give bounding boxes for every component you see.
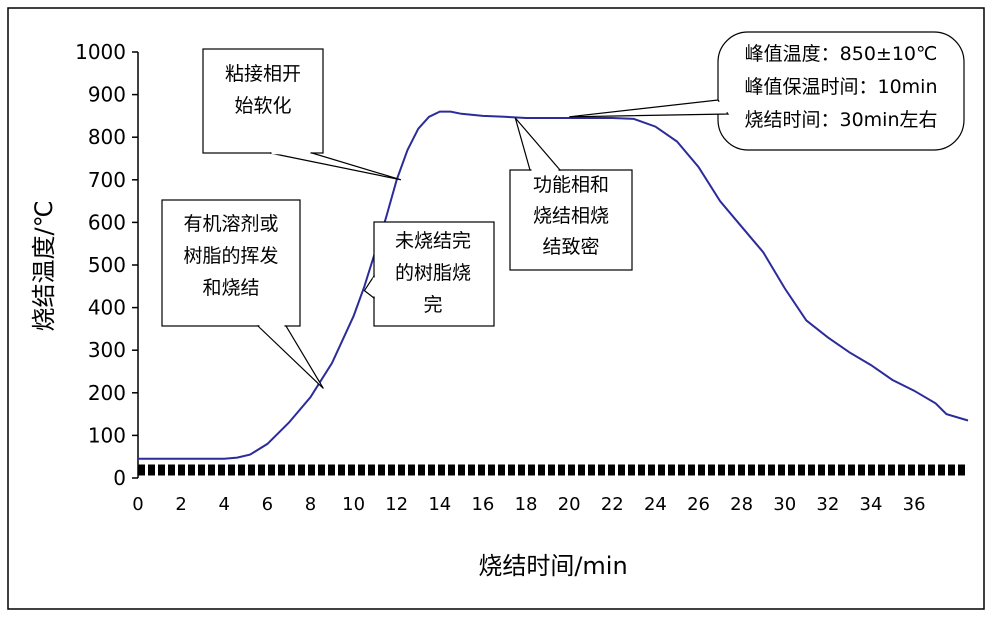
- annotation-line: 烧结时间：30min左右: [744, 109, 937, 131]
- y-tick-label: 1000: [75, 40, 126, 64]
- y-axis-title: 烧结温度/℃: [30, 200, 58, 331]
- y-tick-label: 500: [88, 253, 126, 277]
- annotation-box: [373, 221, 495, 327]
- x-tick-label: 28: [730, 494, 753, 515]
- annotation-line: 粘接相开: [225, 63, 301, 85]
- annotation-line: 始软化: [234, 95, 291, 117]
- y-tick-label: 400: [88, 296, 126, 320]
- x-tick-label: 22: [601, 494, 624, 515]
- y-tick-label: 0: [113, 466, 126, 490]
- x-tick-label: 20: [558, 494, 581, 515]
- x-axis: 0 2 4 6 8 10 12 14 16 18 20 22 24 26 28 30 32 34 36: [132, 464, 968, 515]
- x-tick-label: 30: [773, 494, 796, 515]
- x-tick-label: 24: [644, 494, 667, 515]
- x-tick-label: 12: [385, 494, 408, 515]
- annotation-box: [509, 169, 633, 271]
- annotation-line: 峰值保温时间：10min: [744, 76, 937, 98]
- annotation-box: [161, 199, 301, 327]
- x-tick-label: 16: [471, 494, 494, 515]
- x-tick-label: 10: [342, 494, 365, 515]
- x-tick-label: 4: [219, 494, 230, 515]
- x-tick-label: 6: [262, 494, 273, 515]
- y-tick-label: 200: [88, 381, 126, 405]
- annotation-line: 峰值温度：850±10℃: [745, 43, 938, 65]
- series-layer: [138, 110, 969, 460]
- annotation-line: 有机溶剂或: [183, 213, 278, 235]
- annotation-line: 树脂的挥发: [183, 245, 278, 267]
- y-tick-label: 800: [88, 125, 126, 149]
- x-axis-title: 烧结时间/min: [478, 552, 627, 580]
- x-tick-label: 14: [428, 494, 451, 515]
- y-tick-label: 600: [88, 210, 126, 234]
- x-tick-label: 2: [175, 494, 186, 515]
- annotation-line: 未烧结完: [395, 230, 471, 252]
- x-tick-label: 8: [305, 494, 316, 515]
- annotation-layer: 有机溶剂或树脂的挥发和烧结粘接相开始软化未烧结完的树脂烧完功能相和烧结相烧结致密…: [161, 31, 965, 389]
- annotation-line: 功能相和: [533, 174, 609, 196]
- y-tick-label: 900: [88, 83, 126, 107]
- annotation-seam: [718, 100, 728, 114]
- annotation-callout: 峰值温度：850±10℃ 峰值保温时间：10min 烧结时间：30min左右: [569, 31, 965, 151]
- y-tick-label: 100: [88, 423, 126, 447]
- annotation-line: 烧结相烧: [533, 205, 609, 227]
- annotation-line: 的树脂烧: [395, 262, 471, 284]
- annotation-box: [717, 31, 965, 151]
- y-axis: 0 100 200 300 400 500 600 700 800 900 1000: [75, 40, 139, 490]
- x-tick-label: 0: [132, 494, 143, 515]
- series-line: [138, 110, 969, 460]
- x-tick-label: 34: [860, 494, 883, 515]
- annotation-line: 完: [423, 294, 442, 316]
- x-tick-label: 18: [515, 494, 538, 515]
- x-tick-label: 36: [903, 494, 926, 515]
- annotation-line: 和烧结: [202, 277, 259, 299]
- x-tick-label: 26: [687, 494, 710, 515]
- annotation-box: [202, 48, 324, 154]
- annotation-line: 结致密: [542, 236, 599, 258]
- y-tick-label: 300: [88, 338, 126, 362]
- y-tick-label: 700: [88, 168, 126, 192]
- x-tick-label: 32: [816, 494, 839, 515]
